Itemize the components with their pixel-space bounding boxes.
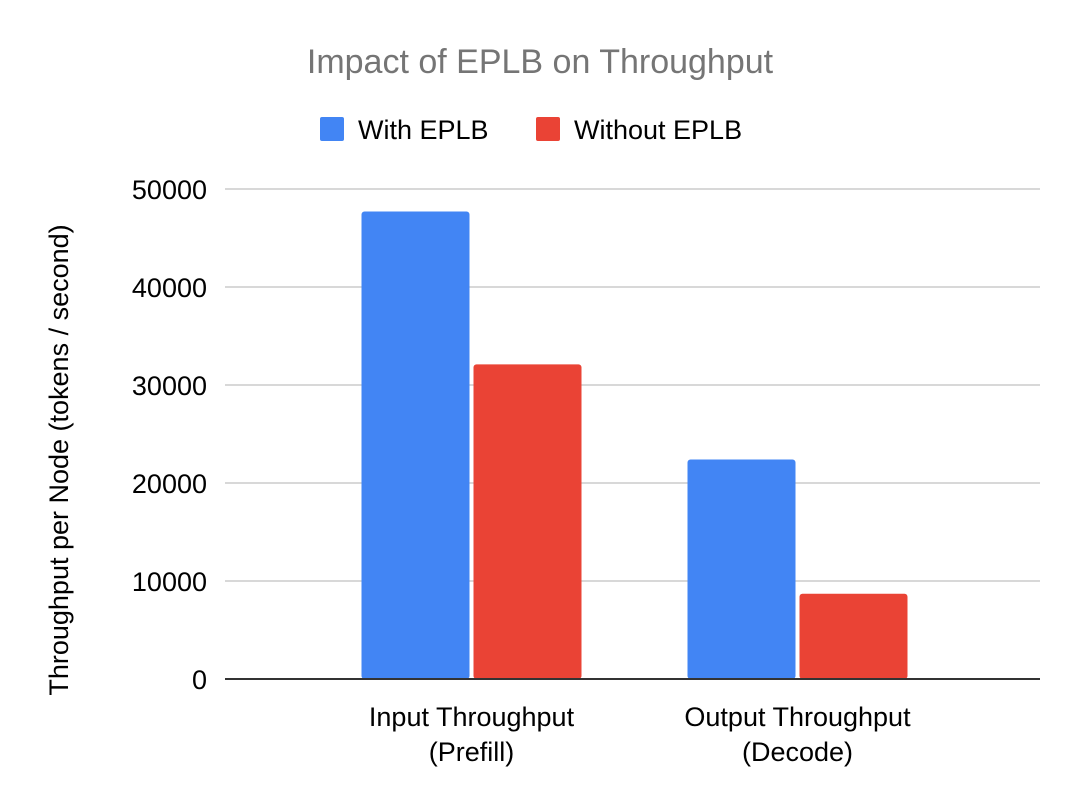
x-tick-label: Output Throughput	[684, 702, 911, 732]
bar-with-eplb	[687, 459, 796, 679]
legend-label: Without EPLB	[574, 115, 742, 145]
bars	[361, 211, 908, 680]
x-axis-ticks: Input Throughput (Prefill) Output Throughp…	[369, 702, 911, 767]
y-tick-label: 50000	[132, 175, 207, 205]
y-tick-label: 40000	[132, 273, 207, 303]
x-tick-label: (Decode)	[742, 737, 853, 767]
y-axis-label: Throughput per Node (tokens / second)	[44, 224, 74, 695]
y-tick-label: 30000	[132, 371, 207, 401]
legend-swatch	[536, 117, 560, 141]
y-axis-ticks: 0 10000 20000 30000 40000 50000	[132, 175, 207, 695]
legend: With EPLB Without EPLB	[320, 115, 742, 145]
y-tick-label: 20000	[132, 469, 207, 499]
bar-without-eplb	[473, 364, 582, 679]
y-tick-label: 0	[192, 665, 207, 695]
y-tick-label: 10000	[132, 567, 207, 597]
gridlines	[225, 188, 1040, 582]
x-tick-label: (Prefill)	[429, 737, 515, 767]
legend-label: With EPLB	[358, 115, 489, 145]
x-tick-label: Input Throughput	[369, 702, 575, 732]
bar-without-eplb	[799, 593, 908, 679]
chart-title: Impact of EPLB on Throughput	[307, 43, 774, 81]
bar-with-eplb	[361, 211, 470, 680]
legend-swatch	[320, 117, 344, 141]
